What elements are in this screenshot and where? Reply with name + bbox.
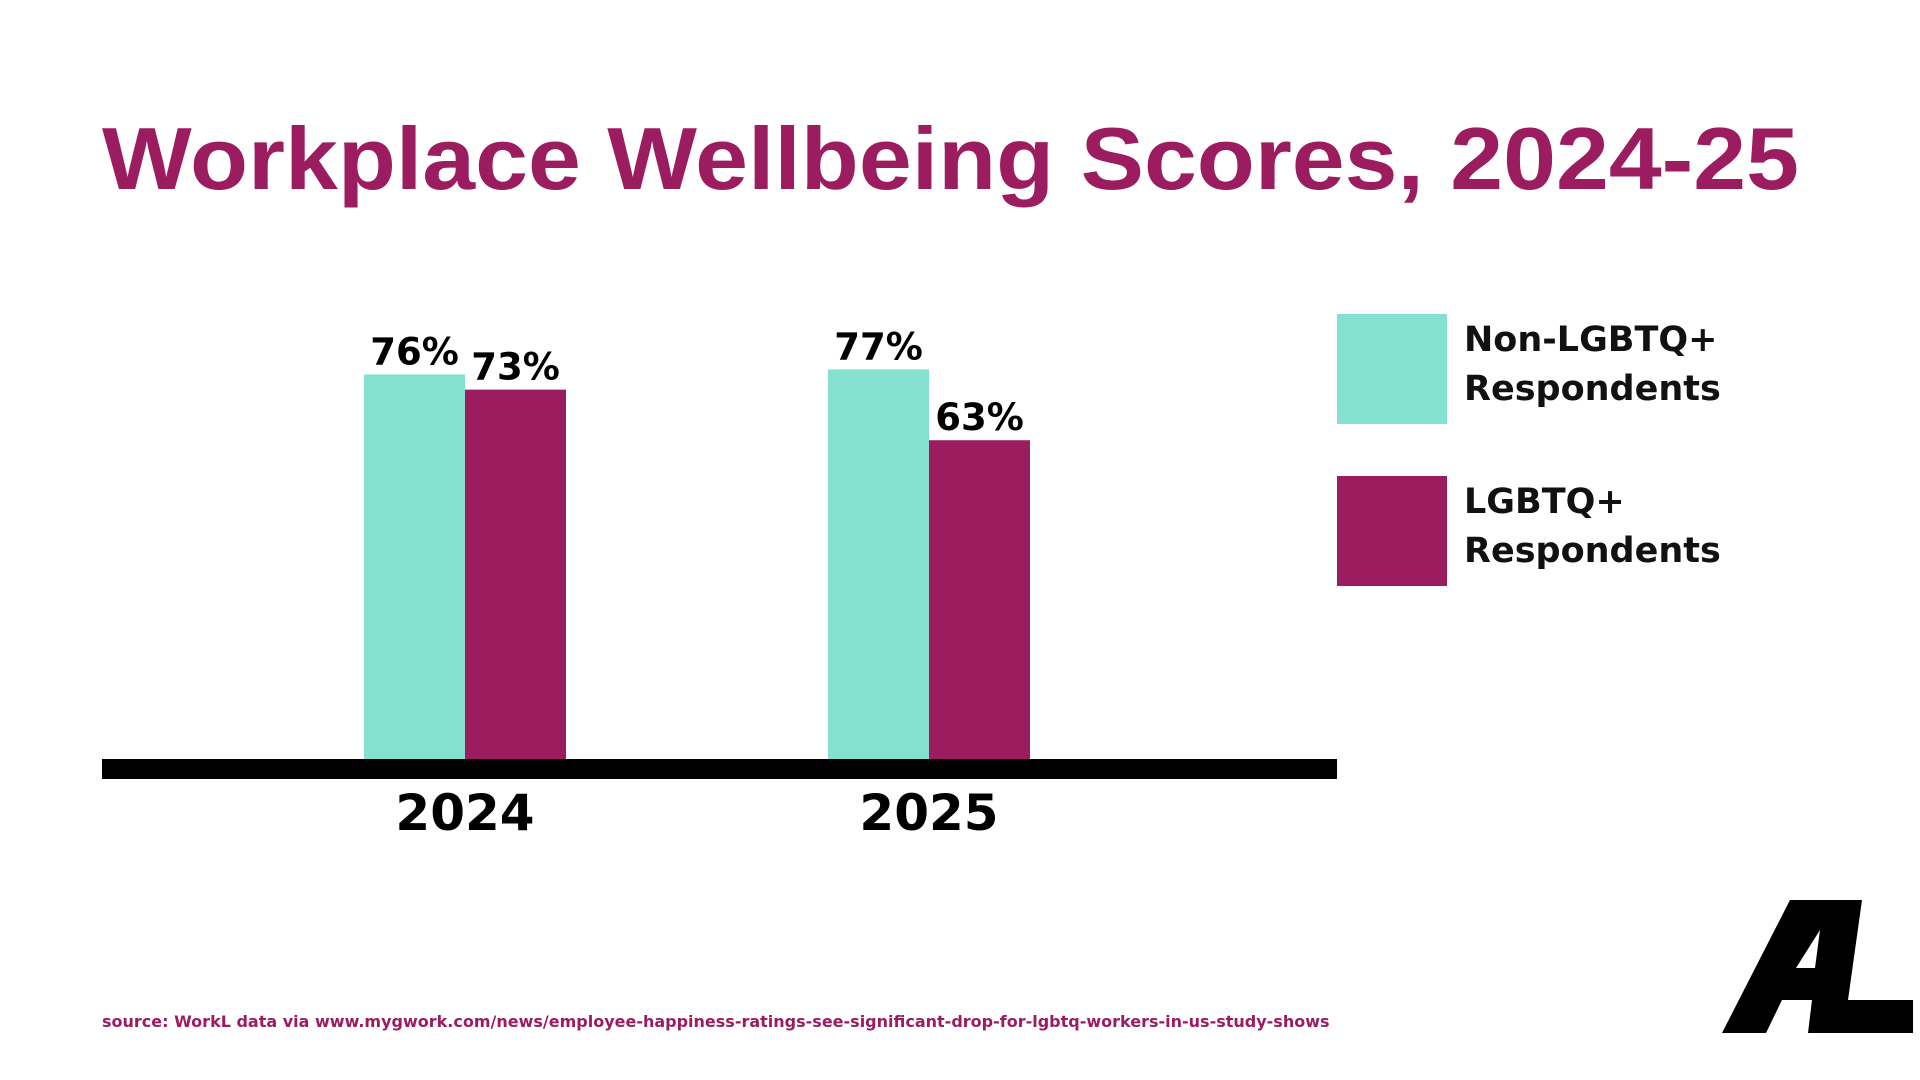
logo — [1722, 900, 1913, 1033]
chart-title: Workplace Wellbeing Scores, 2024-25 — [102, 109, 1799, 208]
bar — [929, 440, 1030, 759]
source-note: source: WorkL data via www.mygwork.com/n… — [102, 1012, 1330, 1031]
legend-swatch — [1337, 476, 1447, 586]
bar — [364, 374, 465, 759]
value-label: 63% — [935, 396, 1024, 439]
value-label: 77% — [834, 325, 923, 368]
value-label: 73% — [471, 346, 560, 389]
x-tick-label: 2025 — [859, 784, 998, 842]
x-axis — [102, 759, 1337, 779]
x-tick-label: 2024 — [395, 784, 534, 842]
bar — [828, 369, 929, 759]
legend-swatch — [1337, 314, 1447, 424]
value-label: 76% — [370, 330, 459, 373]
bar — [465, 389, 566, 759]
legend-label: LGBTQ+ Respondents — [1464, 482, 1721, 571]
legend-label: Non-LGBTQ+ Respondents — [1464, 320, 1721, 409]
